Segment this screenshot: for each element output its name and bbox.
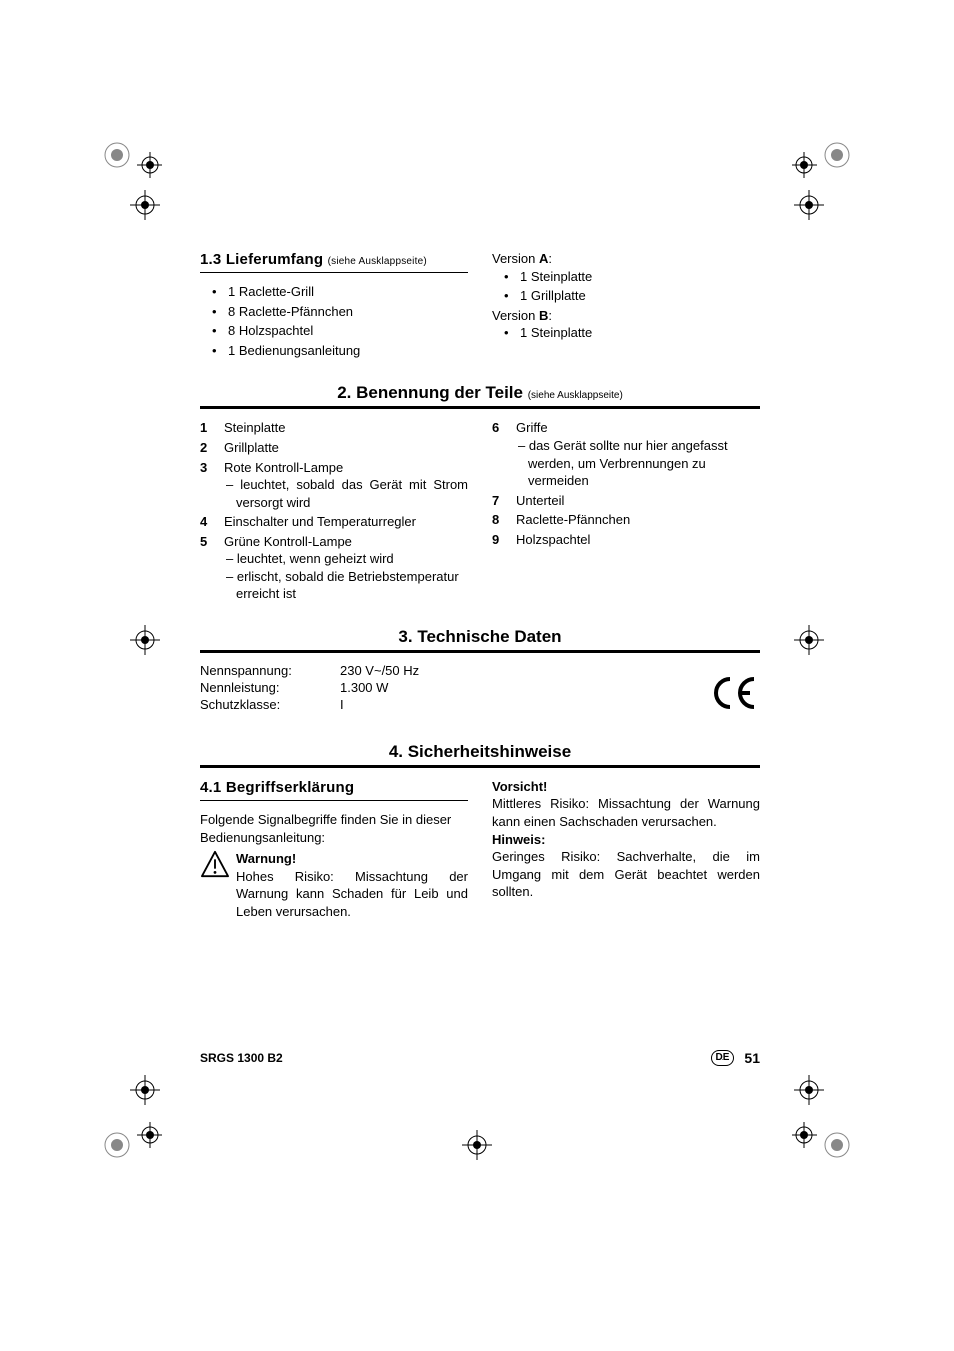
rule-thick <box>200 765 760 768</box>
rule-thick <box>200 406 760 409</box>
hinweis-text: Geringes Risiko: Sachverhalte, die im Um… <box>492 848 760 901</box>
list-item: 1 Raclette-Grill <box>200 283 468 301</box>
heading-3: 3. Technische Daten <box>200 627 760 647</box>
crop-mark-icon <box>462 1130 492 1160</box>
version-b-label: Version B: <box>492 307 760 325</box>
tech-row: Nennspannung:230 V~/50 Hz <box>200 663 760 678</box>
list-item: 1 Bedienungsanleitung <box>200 342 468 360</box>
rule <box>200 800 468 801</box>
rule <box>200 272 468 273</box>
vorsicht-text: Mittleres Risiko: Missachtung der Warnun… <box>492 795 760 830</box>
parts-list-left: 1Steinplatte 2Grillplatte 3Rote Kontroll… <box>200 419 468 602</box>
version-b-list: 1 Steinplatte <box>492 324 760 342</box>
crop-mark-icon <box>794 1075 824 1105</box>
list-item: 1 Steinplatte <box>492 324 760 342</box>
part-item: 1Steinplatte <box>200 419 468 437</box>
list-item: 8 Holzspachtel <box>200 322 468 340</box>
heading-2: 2. Benennung der Teile (siehe Ausklappse… <box>200 383 760 403</box>
heading-1-3: 1.3 Lieferumfang (siehe Ausklappseite) <box>200 250 468 270</box>
part-item: 4Einschalter und Temperaturregler <box>200 513 468 531</box>
part-item: 5Grüne Kontroll-Lampe – leuchtet, wenn g… <box>200 533 468 603</box>
heading-4-1: 4.1 Begriffserklärung <box>200 778 468 798</box>
lang-badge: DE <box>711 1050 735 1066</box>
part-item: 9Holzspachtel <box>492 531 760 549</box>
rule-thick <box>200 650 760 653</box>
part-item: 7Unterteil <box>492 492 760 510</box>
footer-model: SRGS 1300 B2 <box>200 1051 283 1065</box>
version-a-list: 1 Steinplatte 1 Grillplatte <box>492 268 760 305</box>
part-item: 8Raclette-Pfännchen <box>492 511 760 529</box>
warning-icon <box>200 850 230 920</box>
heading-4: 4. Sicherheitshinweise <box>200 742 760 762</box>
page-content: 1.3 Lieferumfang (siehe Ausklappseite) 1… <box>200 250 760 920</box>
warnung-label: Warnung! <box>236 850 468 868</box>
footer-right: DE 51 <box>711 1050 760 1066</box>
parts-list-right: 6Griffe – das Gerät sollte nur hier ange… <box>492 419 760 548</box>
crop-mark-icon <box>130 190 160 220</box>
crop-mark-icon <box>130 1075 160 1105</box>
tech-block: Nennspannung:230 V~/50 Hz Nennleistung:1… <box>200 663 760 712</box>
crop-mark-icon <box>794 190 824 220</box>
ce-mark-icon <box>710 675 760 720</box>
page-footer: SRGS 1300 B2 DE 51 <box>200 1050 760 1066</box>
hinweis-label: Hinweis: <box>492 831 760 849</box>
list-item: 1 Steinplatte <box>492 268 760 286</box>
part-item: 3Rote Kontroll-Lampe – leuchtet, sobald … <box>200 459 468 512</box>
part-item: 6Griffe – das Gerät sollte nur hier ange… <box>492 419 760 489</box>
list-item: 1 Grillplatte <box>492 287 760 305</box>
tech-row: Nennleistung:1.300 W <box>200 680 760 695</box>
crop-mark-icon <box>794 625 824 655</box>
page-number: 51 <box>744 1050 760 1066</box>
list-item: 8 Raclette-Pfännchen <box>200 303 468 321</box>
lieferumfang-list: 1 Raclette-Grill 8 Raclette-Pfännchen 8 … <box>200 283 468 359</box>
warnung-text: Hohes Risiko: Missachtung der Warnung ka… <box>236 868 468 921</box>
crop-mark-icon <box>130 625 160 655</box>
version-a-label: Version A: <box>492 250 760 268</box>
vorsicht-label: Vorsicht! <box>492 778 760 796</box>
part-item: 2Grillplatte <box>200 439 468 457</box>
intro-text: Folgende Signalbegriffe finden Sie in di… <box>200 811 468 846</box>
crop-mark-icon <box>792 1100 862 1170</box>
tech-row: Schutzklasse:I <box>200 697 760 712</box>
crop-mark-icon <box>92 1100 162 1170</box>
